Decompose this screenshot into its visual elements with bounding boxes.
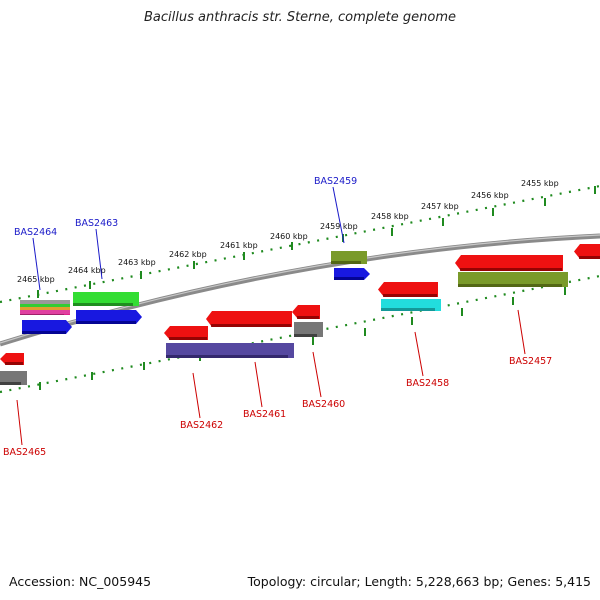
- gene-label-forward: BAS2459: [314, 176, 357, 187]
- gene-label-forward: BAS2463: [75, 218, 118, 229]
- gene-label-reverse: BAS2461: [243, 409, 286, 420]
- gene-bas2459-feature: [331, 251, 367, 264]
- gene-bas2461-cds-shade: [211, 324, 291, 327]
- gene-bas2465-cds-shade: [5, 362, 23, 365]
- ruler-label: 2460 kbp: [270, 232, 308, 241]
- gene-bas2462-cds: [164, 326, 208, 340]
- gene-bas2462-cds-shade: [169, 337, 207, 340]
- gene-label-reverse: BAS2460: [302, 399, 345, 410]
- gene-label-leader: [16, 399, 23, 446]
- gene-bas2463-feature: [73, 292, 139, 306]
- gene-bas2463-cds-shade: [76, 321, 136, 324]
- gene-bas2465-feature: [0, 371, 27, 385]
- gene-bas2460-cds: [292, 305, 320, 319]
- ruler-label: 2461 kbp: [220, 241, 258, 250]
- accession-text: Accession: NC_005945: [9, 574, 152, 589]
- ruler-label: 2464 kbp: [68, 266, 106, 275]
- gene-bas2457-cds-shade: [460, 268, 562, 271]
- gene-bas2458-cds-shade: [383, 294, 437, 297]
- gene-label-forward: BAS2464: [14, 227, 57, 238]
- ruler-label: 2463 kbp: [118, 258, 156, 267]
- gene-bas2464-feature-gray: [20, 300, 70, 304]
- gene-bas2460-feature: [294, 322, 323, 337]
- gene-bas2456-cds-shade: [579, 256, 600, 259]
- gene-label-leader: [517, 309, 526, 355]
- gene-label-leader: [414, 331, 424, 377]
- ruler-upper: [0, 184, 600, 304]
- gene-bas2463-cds: [76, 310, 142, 324]
- gene-bas2462-feature-shade: [166, 355, 288, 358]
- ruler-label: 2456 kbp: [471, 191, 509, 200]
- gene-label-reverse: BAS2465: [3, 447, 46, 458]
- ruler-label: 2459 kbp: [320, 222, 358, 231]
- gene-label-leader: [32, 237, 41, 291]
- ruler-label: 2465 kbp: [17, 275, 55, 284]
- ruler-label: 2457 kbp: [421, 202, 459, 211]
- gene-bas2457-feature: [458, 272, 568, 287]
- gene-label-leader: [312, 351, 322, 398]
- gene-label-leader: [192, 372, 201, 419]
- gene-bas2464-feature-green: [20, 304, 70, 307]
- gene-bas2461-cds: [206, 311, 292, 327]
- gene-bas2464-feature-pink: [20, 310, 70, 314]
- ruler-label: 2455 kbp: [521, 179, 559, 188]
- gene-label-reverse: BAS2458: [406, 378, 449, 389]
- gene-bas2457-cds: [455, 255, 563, 271]
- gene-label-leader: [95, 228, 103, 280]
- gene-label-reverse: BAS2457: [509, 356, 552, 367]
- ruler-label: 2458 kbp: [371, 212, 409, 221]
- ruler-label: 2462 kbp: [169, 250, 207, 259]
- gene-bas2458-cds: [378, 282, 438, 297]
- gene-label-leader: [332, 186, 345, 244]
- gene-bas2458-feature-shade: [381, 308, 435, 311]
- map-title: Bacillus anthracis str. Sterne, complete…: [144, 10, 456, 25]
- gene-bas2464-feature-orange: [20, 307, 70, 310]
- gene-bas2456-cds: [574, 244, 600, 259]
- gene-bas2460-cds-shade: [297, 316, 319, 319]
- gene-bas2464-cds: [22, 320, 72, 334]
- gene-bas2465-feature-shade: [0, 382, 21, 385]
- gene-bas2463-feature-shade: [73, 303, 133, 306]
- gene-bas2459-feature-shade: [331, 261, 361, 264]
- gene-bas2457-feature-shade: [458, 284, 562, 287]
- gene-label-reverse: BAS2462: [180, 420, 223, 431]
- gene-bas2459-cds-shade: [334, 277, 364, 280]
- gene-bas2462-feature: [166, 343, 294, 358]
- gene-bas2464-cds-shade: [22, 331, 66, 334]
- topology-summary: Topology: circular; Length: 5,228,663 bp…: [247, 574, 591, 589]
- gene-bas2460-feature-shade: [294, 334, 317, 337]
- gene-label-leader: [254, 361, 263, 408]
